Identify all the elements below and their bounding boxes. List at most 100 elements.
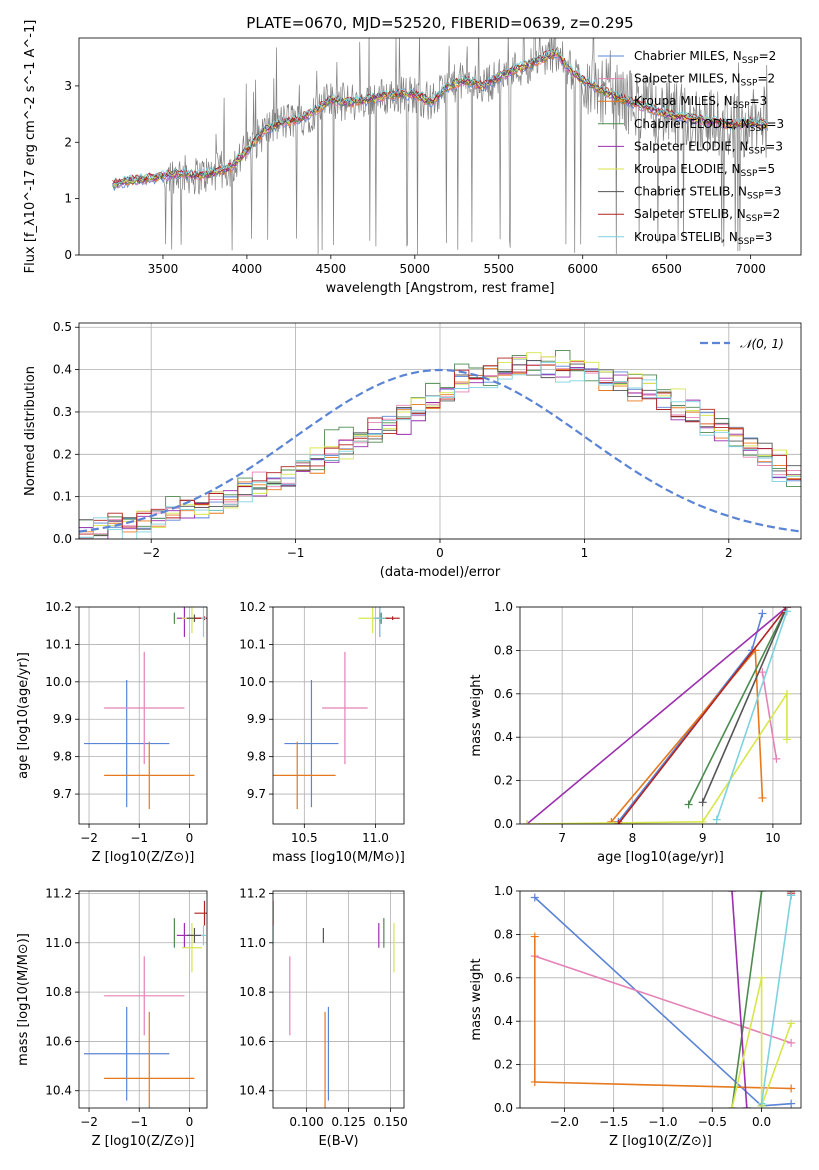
y-tick-label: 11.0 [45, 936, 72, 950]
weight-point-kroupa_elodie [782, 689, 791, 698]
y-tick-label: 10.4 [239, 1084, 266, 1098]
x-tick-label: 9 [699, 831, 707, 845]
mass_vs_ebv-ticks: 0.100 0.125 0.150 10.4 10.6 10.8 11.0 11.2 [239, 886, 407, 1129]
legend-label-chabrier_elodie: Chabrier ELODIE, NSSP=3 [634, 117, 784, 134]
y-tick-label: 0.2 [494, 1058, 513, 1072]
weight-line-chabrier_stelib [701, 607, 788, 803]
weight-point-salpeter_elodie [742, 1104, 751, 1108]
mass_vs_Z-plot [84, 900, 207, 1108]
mass_vs_Z-axes [79, 891, 207, 1108]
x-tick-label: 0.125 [331, 1115, 365, 1129]
spectrum-ticks: 3500 4000 4500 5000 5500 6000 6500 7000 0 1 2 3 [64, 79, 766, 276]
spectrum-xlabel: wavelength [Angstrom, rest frame] [326, 281, 555, 296]
x-tick-label: 7000 [735, 262, 766, 276]
weight-point-kroupa_stelib [787, 891, 796, 900]
weight_vs_Z-frame [519, 890, 802, 1109]
legend-label-kroupa_stelib: Kroupa STELIB, NSSP=3 [634, 230, 772, 247]
weight_vs_age-xlabel: age [log10(age/yr)] [597, 850, 724, 865]
y-tick-label: 11.2 [45, 886, 72, 900]
weight-point-kroupa_miles [607, 817, 616, 824]
y-tick-label: 9.8 [53, 750, 72, 764]
x-tick-label: −2 [80, 1115, 98, 1129]
residuals-ticks: −2 −1 0 1 2 0.0 0.1 0.2 0.3 0.4 0.5 [53, 320, 733, 560]
model-line-kroupa_stelib [112, 46, 768, 186]
y-tick-label: 9.7 [53, 787, 72, 801]
age_vs_mass-xlabel: mass [log10(M/M⊙)] [272, 850, 405, 865]
x-tick-label: 0 [186, 1115, 194, 1129]
weight-line-kroupa_stelib [715, 611, 788, 820]
y-tick-label: 0.6 [494, 971, 513, 985]
age_vs_mass-ticks: 10.5 11.0 9.7 9.8 9.9 10.0 10.1 10.2 [239, 600, 389, 845]
spectrum-frame [78, 37, 802, 256]
mass_vs_Z-ticks: −2 −1 0 10.4 10.6 10.8 11.0 11.2 [45, 886, 193, 1129]
mass_vs_ebv-axes [273, 891, 404, 1108]
x-tick-label: 0.0 [752, 1115, 771, 1129]
weight_vs_Z-xlabel: Z [log10(Z/Z⊙)] [609, 1134, 712, 1149]
x-tick-label: 2 [725, 546, 733, 560]
weight-line-chabrier_elodie [687, 607, 788, 805]
y-tick-label: 9.8 [247, 750, 266, 764]
x-tick-label: 11.0 [362, 831, 389, 845]
y-tick-label: 0.5 [53, 320, 72, 334]
weight-point-chabrier_miles [530, 893, 539, 902]
x-tick-label: 7 [558, 831, 566, 845]
y-tick-label: 10.6 [45, 1034, 72, 1048]
y-tick-label: 10.0 [45, 675, 72, 689]
mass_vs_Z-ylabel: mass [log10(M/M⊙)] [16, 933, 31, 1066]
weight-point-chabrier_elodie [684, 800, 693, 809]
weight-line-salpeter_elodie [731, 891, 748, 1108]
y-tick-label: 9.9 [53, 712, 72, 726]
x-tick-label: −0.5 [698, 1115, 727, 1129]
weight-line-salpeter_miles [534, 955, 792, 1044]
weight-line-kroupa_elodie [731, 977, 792, 1108]
spectrum-legend: Chabrier MILES, NSSP=2 Salpeter MILES, NS… [598, 49, 784, 247]
x-tick-label: 5500 [483, 262, 514, 276]
x-tick-label: 10 [765, 831, 780, 845]
legend-label-chabrier_stelib: Chabrier STELIB, NSSP=3 [634, 185, 782, 202]
y-tick-label: 11.0 [239, 936, 266, 950]
weight-point-kroupa_stelib [782, 607, 791, 616]
y-tick-label: 11.2 [239, 886, 266, 900]
y-tick-label: 0.0 [53, 532, 72, 546]
weight_vs_age-ylabel: mass weight [469, 674, 484, 756]
residual-legend: 𝒩(0, 1) [700, 337, 784, 351]
weight-line-kroupa_elodie [526, 691, 788, 824]
weight-point-salpeter_miles [772, 754, 781, 763]
x-tick-label: 0 [436, 546, 444, 560]
weight-point-salpeter_elodie [727, 891, 736, 895]
y-tick-label: 0 [64, 248, 72, 262]
legend-label-gaussian: 𝒩(0, 1) [740, 337, 784, 351]
x-tick-label: 3500 [148, 262, 179, 276]
y-tick-label: 9.9 [247, 712, 266, 726]
x-tick-label: 5000 [400, 262, 431, 276]
age_vs_mass-axes [273, 606, 404, 824]
residuals-ylabel: Normed distribution [23, 366, 38, 496]
x-tick-label: 6500 [651, 262, 682, 276]
y-tick-label: 3 [64, 79, 72, 93]
weight_vs_Z-ylabel: mass weight [469, 958, 484, 1040]
mass_vs_ebv-plot [273, 900, 395, 1108]
y-tick-label: 10.8 [45, 985, 72, 999]
weight-point-salpeter_stelib [614, 820, 623, 824]
legend-label-kroupa_miles: Kroupa MILES, NSSP=3 [634, 94, 767, 111]
weight_vs_age-plot [523, 607, 791, 824]
y-tick-label: 0.8 [494, 927, 513, 941]
residuals-frame [78, 322, 802, 540]
spectrum-plot [112, 38, 768, 255]
x-tick-label: 10.5 [291, 831, 318, 845]
age_vs_mass-plot [273, 607, 400, 810]
x-tick-label: 0.150 [373, 1115, 407, 1129]
y-tick-label: 0.1 [53, 490, 72, 504]
weight-point-chabrier_miles [758, 609, 767, 618]
weight-line-salpeter_elodie [526, 607, 788, 824]
y-tick-label: 0.4 [494, 1014, 513, 1028]
weight-point-chabrier_elodie [757, 891, 766, 895]
mass_vs_ebv-frame [272, 890, 405, 1109]
x-tick-label: 0 [186, 831, 194, 845]
y-tick-label: 0.0 [494, 1101, 513, 1115]
y-tick-label: 0.8 [494, 643, 513, 657]
y-tick-label: 10.0 [239, 675, 266, 689]
legend-label-salpeter_stelib: Salpeter STELIB, NSSP=2 [634, 207, 780, 224]
y-tick-label: 10.1 [239, 637, 266, 651]
